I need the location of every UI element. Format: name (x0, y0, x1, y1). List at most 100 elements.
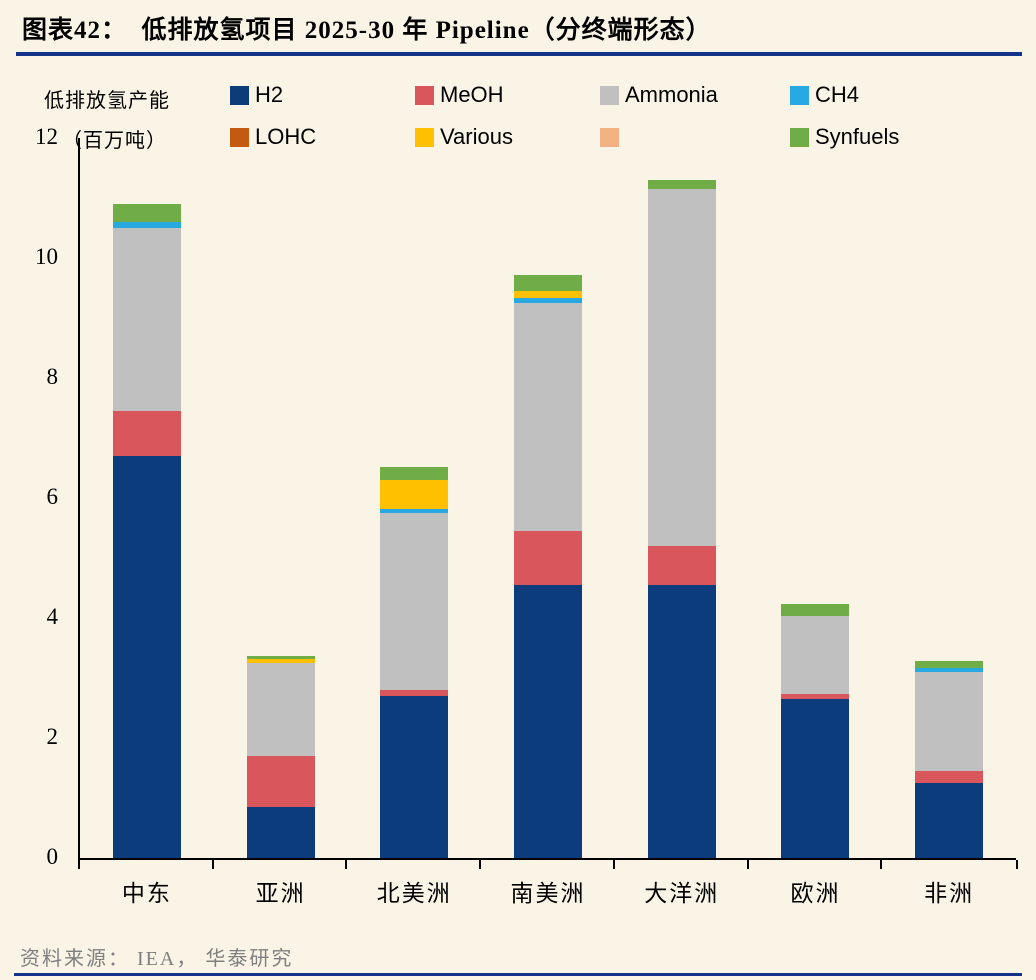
bar-segment-Synfuels (246, 656, 315, 660)
legend-swatch-Synfuels (790, 127, 809, 147)
x-axis-tick (479, 860, 482, 869)
legend-label: MeOH (440, 82, 504, 107)
bar-segment-H2 (514, 585, 583, 858)
category-slot: 北美洲 (345, 138, 481, 906)
legend-label: Synfuels (815, 124, 900, 149)
legend-swatch-MeOH (415, 85, 434, 105)
y-axis-caption-line1: 低排放氢产能 (44, 90, 170, 112)
bars: 中东 亚洲 北美洲 南美洲 大洋洲 欧洲 非洲 (78, 138, 1016, 906)
bar-segment-Synfuels (112, 204, 181, 222)
legend-swatch-Ammonia (600, 85, 619, 105)
x-axis-tick (345, 860, 348, 869)
stacked-bar (246, 656, 315, 858)
category-label: 南美洲 (510, 881, 586, 906)
legend-label: Ammonia (625, 82, 718, 107)
bar-segment-MeOH (647, 546, 716, 585)
bar-segment-Ammonia (246, 663, 315, 756)
legend-item: Various (415, 124, 600, 150)
category-slot: 非洲 (880, 138, 1016, 906)
legend-item: Synfuels (790, 124, 975, 150)
x-axis-tick (211, 860, 214, 869)
y-tick-label: 0 (46, 844, 59, 869)
bar-segment-CH4 (112, 222, 181, 228)
stacked-bar (112, 204, 181, 858)
bar-segment-MeOH (380, 690, 449, 696)
source-note: 资料来源： IEA， 华泰研究 (20, 948, 294, 970)
category-slot: 中东 (78, 138, 214, 906)
legend-label: Various (440, 124, 513, 149)
category-slot: 南美洲 (479, 138, 615, 906)
x-axis-tick (78, 860, 80, 869)
category-label: 中东 (121, 881, 172, 906)
bar-segment-Synfuels (647, 180, 716, 189)
y-tick-label: 6 (46, 484, 59, 509)
legend-label: LOHC (255, 124, 317, 149)
bar-segment-CH4 (380, 508, 449, 513)
stacked-bar (915, 661, 984, 858)
y-tick-label: 4 (46, 604, 59, 629)
x-axis-tick (1016, 860, 1018, 869)
legend-swatch-CH4 (790, 85, 809, 105)
legend: H2 MeOH Ammonia CH4 LOHC Various Synfuels (230, 82, 975, 150)
legend-item (600, 124, 790, 150)
bar-segment-Various (380, 480, 449, 509)
bar-segment-H2 (380, 696, 449, 858)
legend-swatch-unlabeled (600, 127, 619, 147)
y-tick-label: 8 (46, 364, 59, 389)
bar-segment-Ammonia (647, 189, 716, 546)
bar-segment-MeOH (781, 694, 850, 699)
x-axis-tick (746, 860, 749, 869)
category-label: 北美洲 (376, 881, 452, 906)
bar-segment-Various (246, 659, 315, 663)
bar-segment-MeOH (112, 411, 181, 456)
bar-segment-CH4 (915, 668, 984, 672)
legend-item: LOHC (230, 124, 415, 150)
y-axis-caption-line2: （百万吨） (62, 130, 167, 152)
y-tick-label: 10 (35, 244, 58, 269)
category-label: 亚洲 (255, 881, 306, 906)
y-tick-label: 2 (46, 724, 59, 749)
y-tick-label: 12 (35, 124, 58, 149)
bar-segment-H2 (915, 783, 984, 858)
category-slot: 大洋洲 (612, 138, 749, 906)
figure-title: 图表42： 低排放氢项目 2025-30 年 Pipeline（分终端形态） (22, 17, 712, 44)
bar-segment-CH4 (514, 298, 583, 303)
title-rule (16, 52, 1022, 56)
bar-segment-MeOH (246, 756, 315, 807)
legend-swatch-Various (415, 127, 434, 147)
bar-segment-Synfuels (514, 274, 583, 292)
bar-segment-Ammonia (514, 303, 583, 531)
bar-segment-Ammonia (112, 228, 181, 411)
category-label: 大洋洲 (644, 881, 720, 906)
bottom-rule (14, 973, 1022, 976)
bar-segment-Synfuels (380, 466, 449, 481)
bar-segment-Synfuels (781, 604, 850, 617)
x-axis-tick (612, 860, 615, 869)
bar-segment-H2 (246, 807, 315, 858)
legend-item: H2 (230, 82, 415, 108)
stacked-bar (380, 466, 449, 858)
bar-segment-Ammonia (915, 672, 984, 771)
bar-segment-H2 (647, 585, 716, 858)
bar-segment-Ammonia (781, 616, 850, 695)
legend-swatch-H2 (230, 85, 249, 105)
bar-segment-H2 (112, 456, 181, 858)
stacked-bar (781, 604, 850, 858)
bar-segment-Ammonia (380, 513, 449, 690)
bar-segment-MeOH (915, 771, 984, 783)
legend-item: CH4 (790, 82, 975, 108)
category-slot: 欧洲 (746, 138, 883, 906)
legend-item: MeOH (415, 82, 600, 108)
legend-label: H2 (255, 82, 284, 107)
bar-segment-Various (514, 291, 583, 299)
bar-segment-MeOH (514, 531, 583, 585)
category-slot: 亚洲 (211, 138, 348, 906)
category-label: 欧洲 (790, 881, 841, 906)
legend-item: Ammonia (600, 82, 790, 108)
legend-label: CH4 (815, 82, 860, 107)
category-label: 非洲 (924, 881, 975, 906)
x-axis-tick (880, 860, 883, 869)
bar-segment-H2 (781, 699, 850, 858)
bar-segment-Synfuels (915, 661, 984, 669)
